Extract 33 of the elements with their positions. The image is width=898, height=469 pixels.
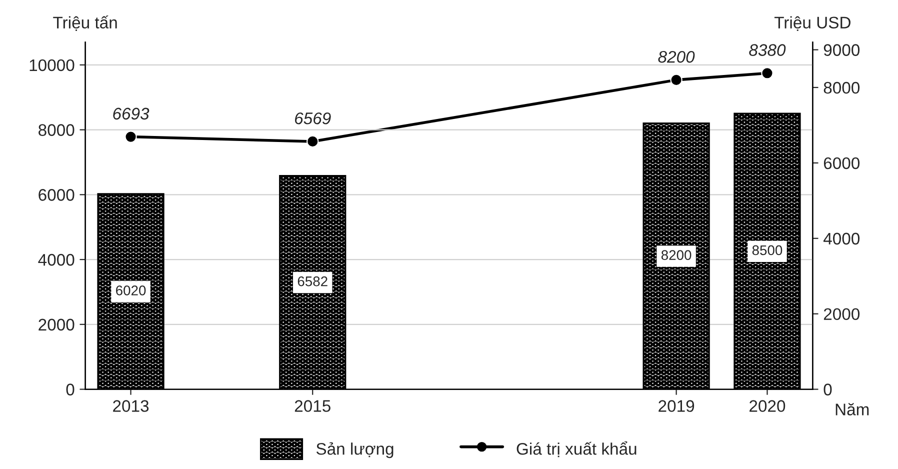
x-tick-label: 2013	[113, 400, 149, 412]
data-label: 8500	[752, 245, 782, 256]
x-tick-label: 2015	[294, 400, 330, 412]
point	[761, 67, 774, 80]
y-tick-label: 10000	[30, 59, 74, 72]
y2-axis-title: Triệu USD	[774, 16, 850, 31]
x-tick-label: 2020	[750, 400, 786, 412]
point	[306, 135, 319, 148]
y-tick-label: 8000	[38, 124, 74, 136]
y2-tick-label: 9000	[824, 44, 860, 56]
y2-tick-label: 4000	[823, 232, 860, 245]
data-label: 6582	[298, 276, 328, 286]
data-label: 6569	[295, 112, 331, 124]
legend-label: Sản lượng	[316, 442, 394, 458]
y2-tick-label: 2000	[824, 308, 860, 320]
y-tick-label: 6000	[38, 189, 74, 201]
y2-tick-label: 8000	[824, 82, 860, 94]
x-axis-title: Năm	[836, 402, 869, 416]
legend-label: Giá trị xuất khẩu	[516, 441, 636, 458]
data-label: 8200	[661, 250, 692, 260]
point	[124, 130, 137, 143]
x-tick-label: 2019	[658, 400, 694, 412]
point	[670, 74, 682, 86]
data-label: 6693	[113, 108, 150, 120]
y-axis-title: Triệu tấn	[53, 16, 117, 31]
y-tick-label: 2000	[38, 318, 74, 331]
y-tick-label: 4000	[38, 254, 74, 266]
data-label: 8380	[749, 44, 786, 56]
y-tick-label: 0	[66, 384, 74, 396]
y2-tick-label: 0	[824, 384, 832, 396]
data-label: 8200	[658, 50, 695, 63]
data-label: 6020	[116, 286, 146, 296]
y2-tick-label: 6000	[824, 157, 860, 170]
